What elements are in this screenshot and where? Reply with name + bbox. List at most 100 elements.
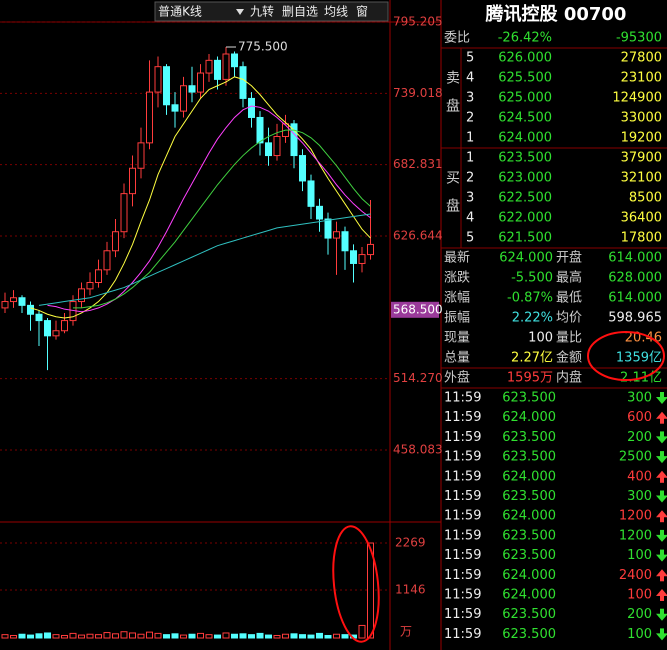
volume-bar	[180, 634, 187, 639]
candle-body	[112, 231, 119, 252]
toolbar-button[interactable]: 窗	[356, 5, 368, 19]
volume-bar	[78, 634, 85, 639]
tick-time: 11:59	[444, 489, 481, 504]
candle-body	[333, 231, 340, 239]
volume-bar	[95, 634, 102, 639]
stat-label: 最高	[556, 270, 582, 286]
moving-average-line	[73, 129, 371, 309]
level: 4	[466, 211, 474, 226]
candle-body	[27, 304, 34, 315]
candle-body	[341, 231, 349, 252]
level: 2	[466, 171, 474, 186]
stat-value: 100	[528, 331, 553, 346]
tick-price: 624.000	[502, 588, 556, 603]
stat-label: 开盘	[556, 250, 582, 266]
level-price: 621.500	[498, 231, 552, 246]
volume-bar	[324, 634, 332, 639]
candle-body	[290, 123, 298, 157]
candle-body	[239, 66, 247, 99]
volume-bar	[256, 632, 264, 639]
level-price: 624.500	[498, 111, 552, 126]
stat-value: 2.27亿	[511, 351, 553, 366]
stat-value: 20.46	[625, 331, 662, 346]
level-volume: 33000	[621, 111, 662, 126]
toolbar-button[interactable]: 删自选	[282, 5, 318, 19]
candle-body	[146, 91, 153, 144]
stat-label: 外盘	[444, 370, 470, 386]
stat-label: 现量	[444, 331, 470, 346]
moving-average-line	[30, 76, 371, 319]
tick-price: 623.500	[502, 607, 556, 622]
candle-body	[367, 243, 374, 256]
volume-bar	[120, 631, 128, 639]
level: 1	[466, 131, 474, 146]
volume-bar	[273, 634, 281, 639]
tick-time: 11:59	[444, 469, 481, 484]
tick-direction	[656, 633, 667, 641]
tick-direction	[656, 436, 667, 444]
tick-direction-stem	[660, 490, 664, 497]
volume-bar	[146, 631, 153, 639]
candle-body	[103, 250, 111, 271]
tick-direction-stem	[660, 608, 664, 615]
tick-direction	[656, 495, 667, 503]
volume-bar	[205, 634, 213, 639]
tick-price: 623.500	[502, 391, 556, 406]
stat-value: 1595万	[507, 371, 553, 386]
stat-label: 振幅	[444, 311, 470, 326]
row-label: 委比	[444, 31, 470, 46]
tick-direction-stem	[660, 516, 664, 523]
order-diff: -95300	[616, 31, 662, 46]
tick-time: 11:59	[444, 509, 481, 524]
stat-label: 涨跌	[444, 270, 470, 286]
tick-time: 11:59	[444, 548, 481, 563]
dropdown-icon[interactable]	[236, 9, 244, 15]
candle-body	[120, 193, 128, 233]
candle-body	[299, 155, 306, 182]
stat-label: 内盘	[556, 370, 582, 386]
candle-body	[256, 116, 264, 144]
tick-direction	[656, 569, 667, 577]
stat-label: 金额	[556, 350, 582, 366]
toolbar-button[interactable]: 九转	[250, 4, 274, 19]
level: 2	[466, 111, 474, 126]
level-price: 624.000	[498, 131, 552, 146]
volume-bar	[265, 634, 272, 639]
volume-bar	[1, 634, 9, 639]
volume-bar	[316, 632, 323, 639]
cursor-label: 568.500	[393, 302, 443, 316]
volume-bar	[10, 634, 17, 639]
moving-average-line	[47, 105, 371, 313]
volume-tick-label: 1146	[395, 583, 426, 597]
tick-direction-stem	[660, 628, 664, 635]
level-price: 623.000	[498, 171, 552, 186]
volume-bar	[341, 634, 349, 639]
level: 1	[466, 151, 474, 166]
tick-direction-stem	[660, 451, 664, 458]
level-price: 625.000	[498, 91, 552, 106]
tick-direction-stem	[660, 392, 664, 398]
toolbar-button[interactable]: 普通K线	[158, 5, 202, 19]
volume-bar	[163, 634, 170, 639]
tick-direction-stem	[660, 431, 664, 438]
volume-bar	[248, 634, 255, 639]
candle-body	[214, 59, 221, 80]
tick-price: 624.000	[502, 410, 556, 425]
tick-volume: 400	[627, 469, 652, 484]
volume-bar	[290, 633, 298, 639]
tick-volume: 2400	[619, 568, 652, 583]
volume-bar	[86, 633, 94, 639]
level-volume: 37900	[621, 151, 662, 166]
tick-direction	[656, 589, 667, 596]
tick-direction-stem	[660, 417, 664, 424]
toolbar-button[interactable]: 均线	[324, 5, 348, 19]
candle-body	[52, 330, 60, 337]
volume-bar	[239, 633, 247, 639]
volume-bar	[222, 632, 230, 639]
volume-bar	[61, 634, 68, 639]
stat-label: 涨幅	[444, 291, 470, 306]
level-price: 623.500	[498, 151, 552, 166]
tick-volume: 1200	[619, 509, 652, 524]
